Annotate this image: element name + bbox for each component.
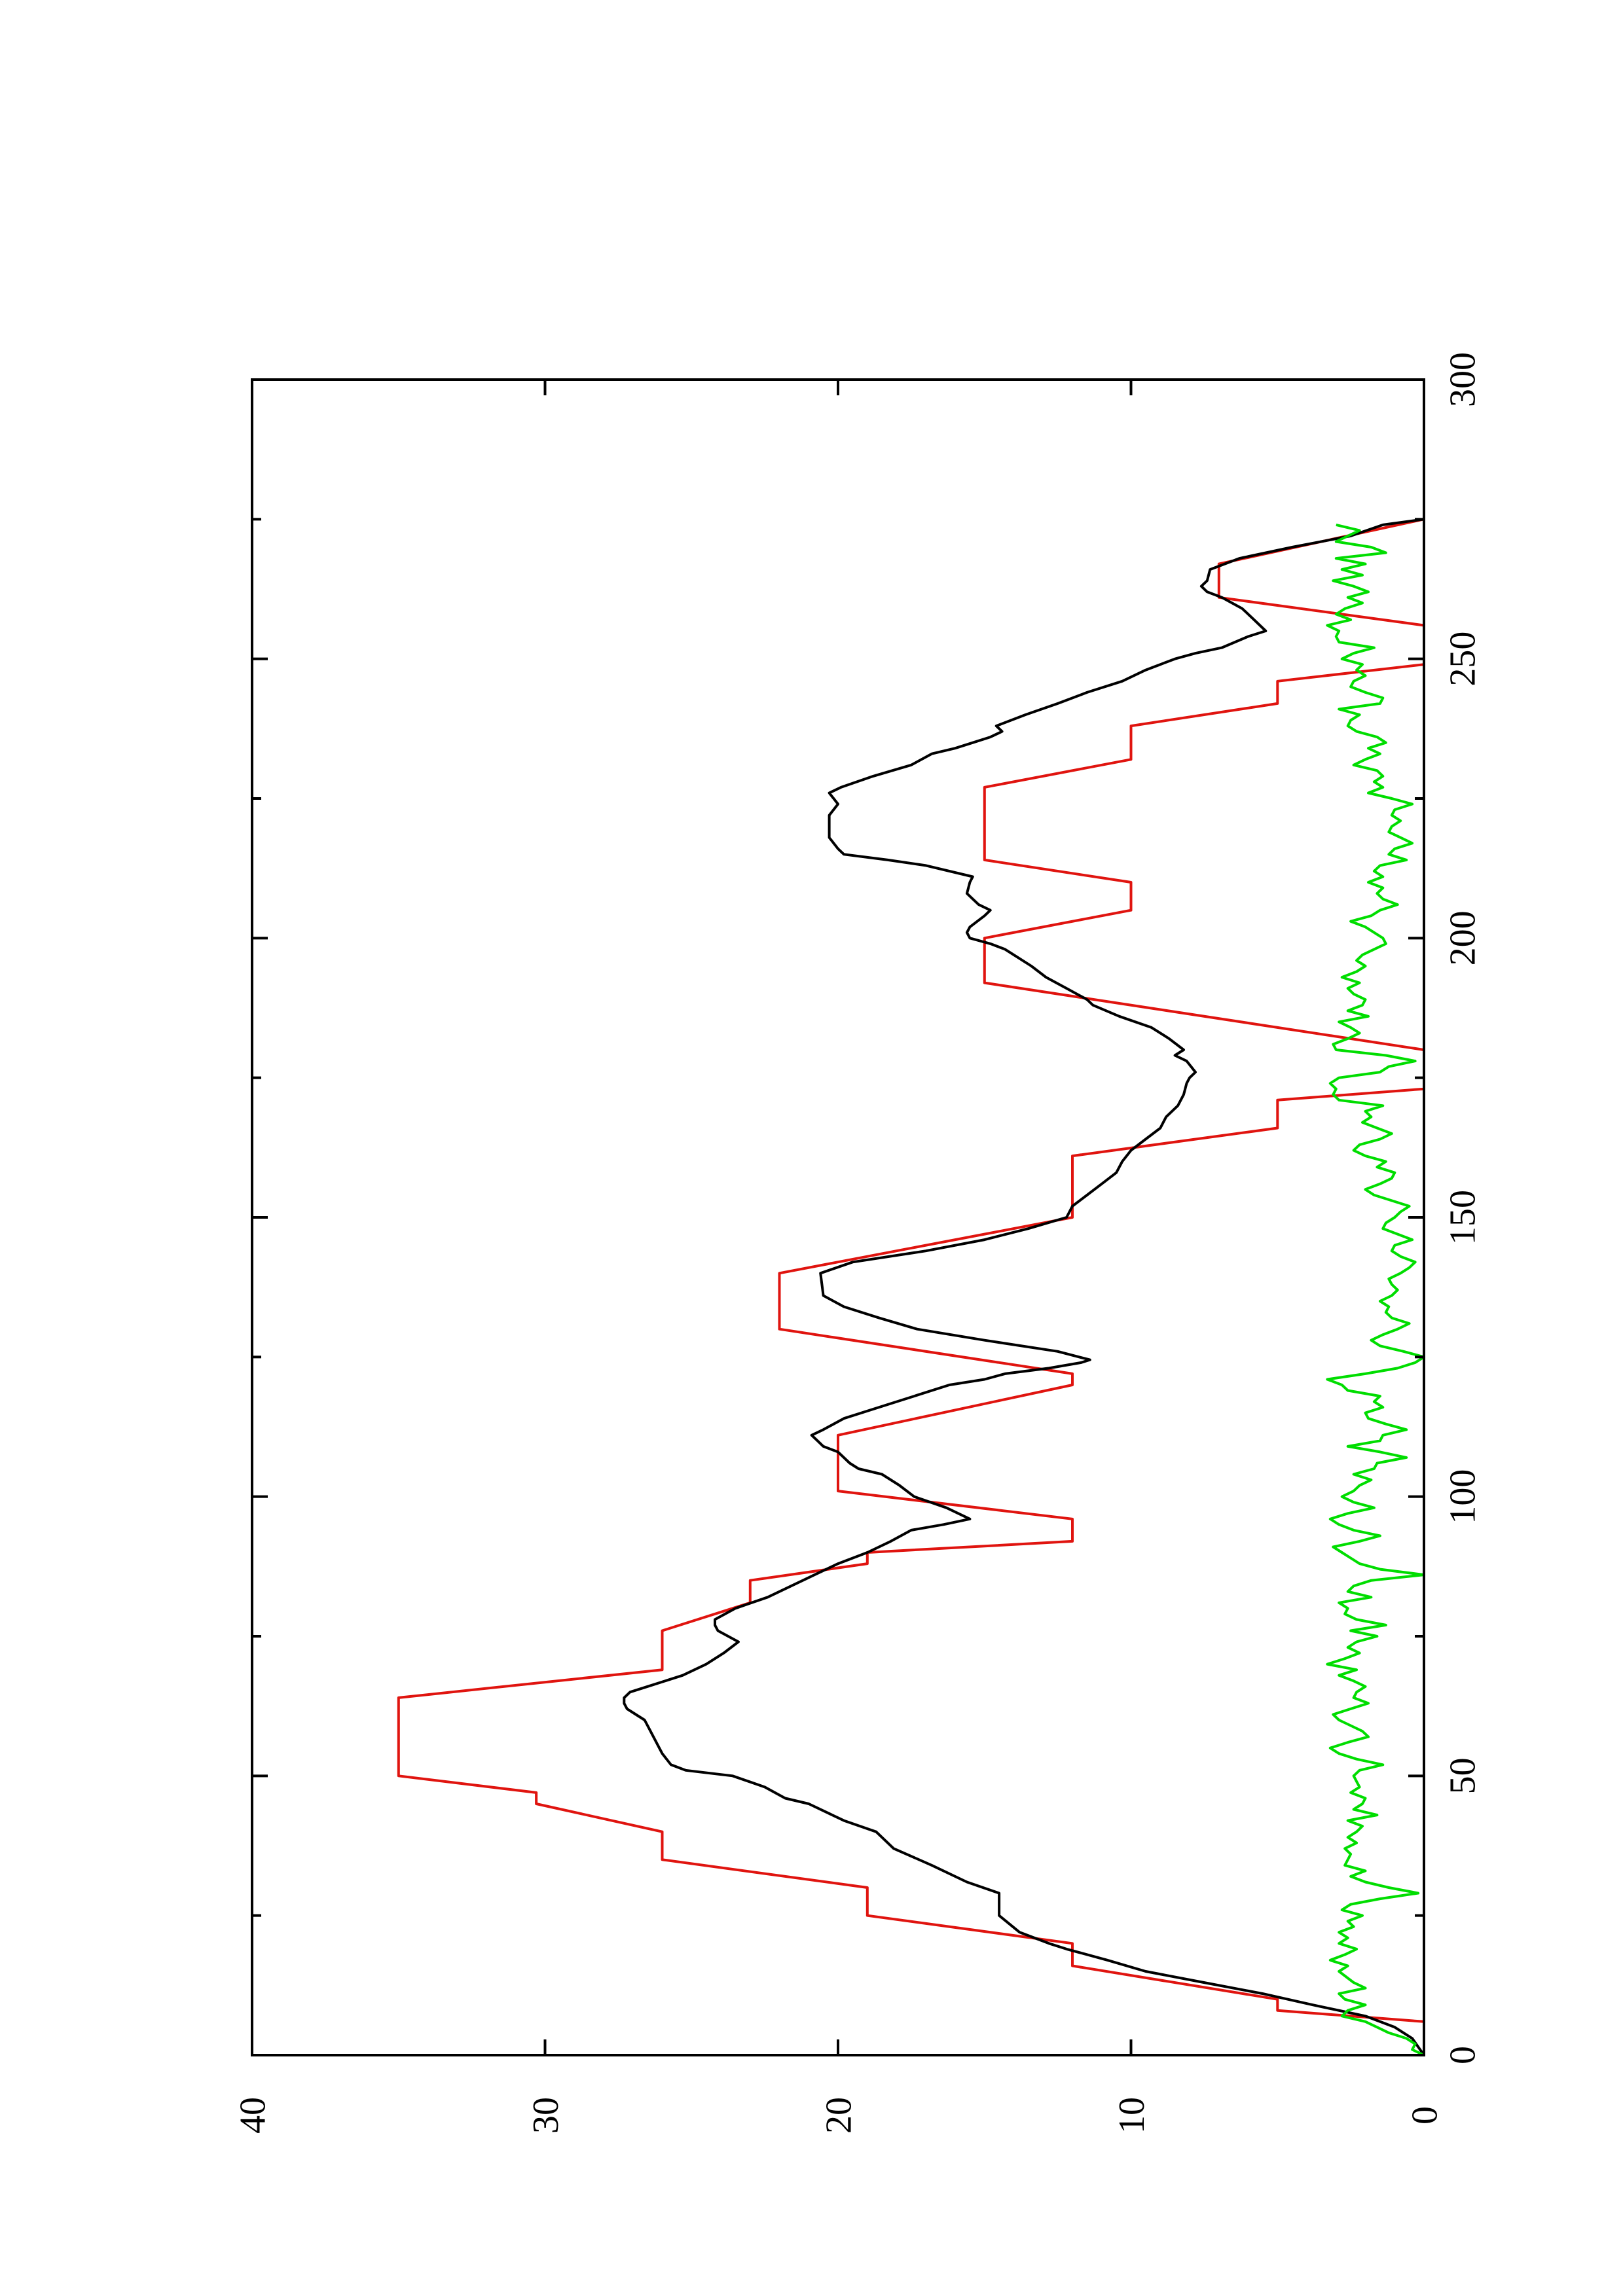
y-tick-label: 30 (526, 2097, 566, 2134)
y-tick-label: 20 (819, 2097, 860, 2134)
y-tick-label: 10 (1112, 2097, 1152, 2134)
x-tick-label: 100 (1443, 1469, 1484, 1524)
series-layer (397, 518, 1425, 2056)
series-line-2 (623, 518, 1425, 2056)
tick-layer (251, 378, 1425, 2056)
x-tick-label: 300 (1443, 352, 1484, 407)
x-tick-label: 0 (1443, 2046, 1484, 2064)
x-tick-label: 150 (1443, 1190, 1484, 1245)
y-tick-label: 40 (233, 2097, 274, 2134)
x-tick-label: 50 (1443, 1757, 1484, 1794)
tick-label-layer: 0 50 100 150 200 250 300 0 10 20 30 40 (233, 352, 1484, 2134)
x-tick-label: 250 (1443, 632, 1484, 687)
x-tick-label: 200 (1443, 910, 1484, 965)
y-tick-label: 0 (1405, 2106, 1446, 2125)
series-line-1 (397, 518, 1425, 2055)
series-line-3 (1326, 523, 1425, 2056)
plot-frame (251, 378, 1425, 2056)
